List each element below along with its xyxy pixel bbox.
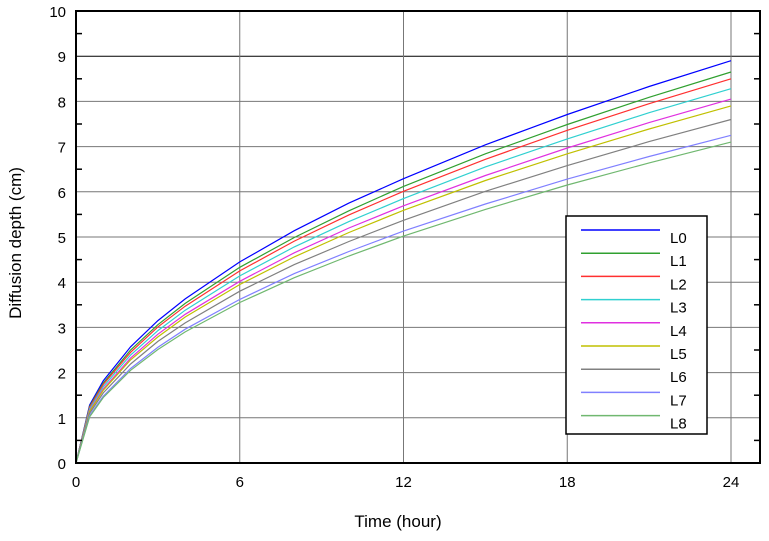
legend-label-l5: L5	[670, 346, 687, 363]
x-axis-label: Time (hour)	[354, 512, 441, 531]
y-tick-label: 8	[58, 94, 66, 111]
x-tick-label: 24	[723, 474, 740, 491]
series-line-l8	[75, 141, 732, 464]
series-line-l7	[75, 134, 732, 464]
y-tick-label: 7	[58, 140, 66, 157]
x-tick-label: 6	[236, 474, 244, 491]
x-tick-label: 0	[72, 474, 80, 491]
legend: L0 L1 L2 L3 L4 L5 L6 L7 L8	[565, 215, 708, 435]
y-tick-label: 3	[58, 320, 66, 337]
series-line-l5	[75, 105, 732, 464]
series-line-l2	[75, 78, 732, 464]
legend-label-l6: L6	[670, 369, 687, 386]
x-tick-label: 12	[395, 474, 412, 491]
grid	[76, 11, 760, 463]
series-line-l0	[75, 60, 732, 464]
legend-label-l1: L1	[670, 253, 687, 270]
legend-label-l3: L3	[670, 300, 687, 317]
legend-label-l0: L0	[670, 230, 687, 247]
series-line-l6	[75, 118, 732, 464]
legend-label-l2: L2	[670, 276, 687, 293]
y-tick-label: 5	[58, 230, 66, 247]
series-line-l3	[75, 88, 732, 464]
series-lines	[75, 60, 732, 464]
plot-frame	[75, 10, 761, 464]
y-tick-label: 10	[49, 4, 66, 21]
y-tick-label: 6	[58, 185, 66, 202]
x-tick-label: 18	[559, 474, 576, 491]
y-tick-label: 2	[58, 366, 66, 383]
y-tick-label: 9	[58, 49, 66, 66]
y-tick-label: 0	[58, 456, 66, 473]
legend-label-l4: L4	[670, 323, 687, 340]
series-line-l4	[75, 98, 732, 464]
y-tick-label: 1	[58, 411, 66, 428]
y-axis-label: Diffusion depth (cm)	[6, 167, 25, 319]
legend-label-l8: L8	[670, 416, 687, 433]
legend-label-l7: L7	[670, 392, 687, 409]
y-tick-label: 4	[58, 275, 66, 292]
series-line-l1	[75, 71, 732, 464]
legend-box	[565, 215, 708, 435]
